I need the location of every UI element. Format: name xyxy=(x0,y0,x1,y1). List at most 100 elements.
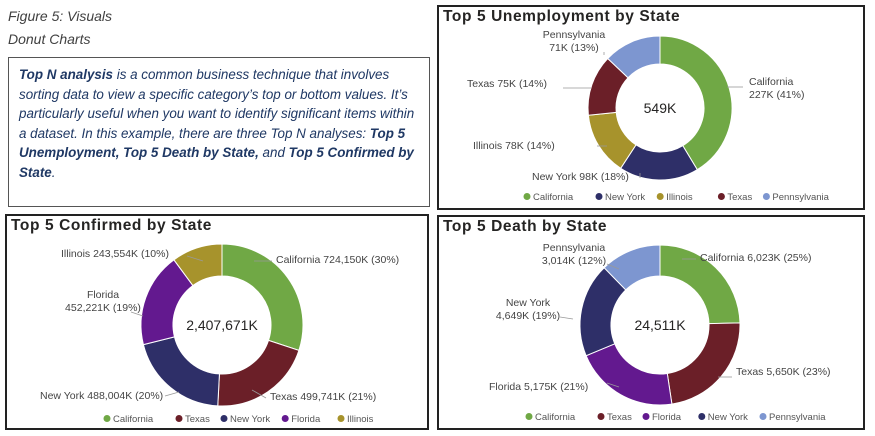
leader-line xyxy=(186,255,204,262)
legend-item-new-york[interactable]: New York xyxy=(698,412,748,423)
legend-label: Texas xyxy=(185,414,210,425)
legend-label: Illinois xyxy=(347,414,374,425)
intro-period: . xyxy=(51,164,56,180)
donut-slice-pennsylvania[interactable] xyxy=(607,35,661,79)
donut-slice-pennsylvania[interactable] xyxy=(603,244,661,291)
data-label-new-york: New York 98K (18%) xyxy=(532,171,629,183)
data-label-pennsylvania: 71K (13%) xyxy=(549,42,599,54)
data-label-pennsylvania: Pennsylvania xyxy=(543,242,606,254)
leader-line xyxy=(606,382,620,388)
leader-line xyxy=(164,391,180,397)
legend-label: Florida xyxy=(291,414,321,425)
legend-marker xyxy=(281,415,289,422)
legend-label: Illinois xyxy=(666,192,693,203)
data-label-texas: Texas 75K (14%) xyxy=(467,78,547,90)
intro-term: Top N analysis xyxy=(19,67,114,82)
legend-item-california[interactable]: California xyxy=(103,414,154,425)
center-total: 549K xyxy=(644,100,677,116)
legend-item-texas[interactable]: Texas xyxy=(717,192,753,203)
data-label-new-york: New York 488,004K (20%) xyxy=(40,390,163,402)
death-donut-chart: California 6,023K (25%) Texas 5,650K (23%… xyxy=(489,242,831,423)
legend-marker xyxy=(717,193,725,200)
intro-body: is a common business technique that invo… xyxy=(19,67,415,141)
legend-label: Florida xyxy=(652,412,682,423)
data-label-california: California 6,023K (25%) xyxy=(700,252,811,264)
leader-line xyxy=(130,311,144,317)
center-total: 24,511K xyxy=(634,317,686,333)
legend-marker xyxy=(759,413,767,420)
figure-caption: Figure 5: Visuals xyxy=(8,8,113,24)
legend-marker xyxy=(337,415,345,422)
legend-marker xyxy=(642,413,650,420)
legend-item-new-york[interactable]: New York xyxy=(220,414,271,425)
donut-slice-florida[interactable] xyxy=(585,343,673,406)
data-label-florida: 452,221K (19%) xyxy=(65,302,141,314)
data-label-new-york: 4,649K (19%) xyxy=(496,310,560,322)
donut-slice-california[interactable] xyxy=(221,243,304,352)
leader-line xyxy=(559,316,574,320)
intro-and: and xyxy=(258,145,289,160)
data-label-california: 227K (41%) xyxy=(749,89,804,101)
legend-item-california[interactable]: California xyxy=(525,412,576,423)
donut-slice-california[interactable] xyxy=(659,35,733,171)
legend-label: Texas xyxy=(727,192,752,203)
data-label-florida: Florida xyxy=(87,289,119,301)
legend-marker xyxy=(597,413,605,420)
data-label-florida: Florida 5,175K (21%) xyxy=(489,381,588,393)
chart-title: Top 5 Unemployment by State xyxy=(443,8,681,25)
legend-item-texas[interactable]: Texas xyxy=(175,414,211,425)
data-label-california: California xyxy=(749,76,794,88)
data-label-new-york: New York xyxy=(506,297,551,309)
legend-item-texas[interactable]: Texas xyxy=(597,412,633,423)
legend-item-new-york[interactable]: New York xyxy=(595,192,646,203)
legend-label: Texas xyxy=(607,412,632,423)
data-label-texas: Texas 499,741K (21%) xyxy=(270,391,376,403)
data-label-illinois: Illinois 78K (14%) xyxy=(473,140,555,152)
legend-label: California xyxy=(535,412,576,423)
legend-marker xyxy=(762,193,770,200)
legend-item-florida[interactable]: Florida xyxy=(281,414,321,425)
legend-label: New York xyxy=(230,414,270,425)
legend-item-pennsylvania[interactable]: Pennsylvania xyxy=(759,412,827,423)
legend-label: California xyxy=(533,192,574,203)
confirmed-chart-panel: Top 5 Confirmed by State California 724,… xyxy=(5,214,429,430)
legend-item-illinois[interactable]: Illinois xyxy=(656,192,693,203)
data-label-illinois: Illinois 243,554K (10%) xyxy=(61,248,169,260)
intro-textbox: Top N analysis is a common business tech… xyxy=(8,57,430,207)
legend-marker xyxy=(595,193,603,200)
legend-label: New York xyxy=(708,412,748,423)
legend-marker xyxy=(175,415,183,422)
figure-subcaption: Donut Charts xyxy=(8,31,91,47)
data-label-california: California 724,150K (30%) xyxy=(276,254,399,266)
intro-analyses: Top 5 Unemployment, Top 5 Death by State… xyxy=(19,125,406,161)
legend-marker xyxy=(220,415,228,422)
legend-marker xyxy=(656,193,664,200)
legend-item-florida[interactable]: Florida xyxy=(642,412,682,423)
leader-line xyxy=(606,263,620,270)
death-chart-panel: Top 5 Death by State California 6,023K (… xyxy=(437,215,865,430)
legend-marker xyxy=(523,193,531,200)
legend-label: New York xyxy=(605,192,645,203)
center-total: 2,407,671K xyxy=(186,317,258,333)
legend-label: Pennsylvania xyxy=(769,412,826,423)
data-label-texas: Texas 5,650K (23%) xyxy=(736,366,831,378)
chart-title: Top 5 Confirmed by State xyxy=(11,217,212,234)
legend-item-california[interactable]: California xyxy=(523,192,574,203)
chart-title: Top 5 Death by State xyxy=(443,218,608,235)
donut-slice-texas[interactable] xyxy=(666,322,741,405)
confirmed-donut-chart: California 724,150K (30%) Texas 499,741K … xyxy=(40,243,399,425)
data-label-pennsylvania: Pennsylvania xyxy=(543,29,606,41)
legend-label: California xyxy=(113,414,154,425)
legend-item-illinois[interactable]: Illinois xyxy=(337,414,374,425)
intro-confirmed: Top 5 Confirmed by State xyxy=(19,145,414,180)
legend-marker xyxy=(698,413,706,420)
unemployment-chart-panel: Top 5 Unemployment by State California 22… xyxy=(437,5,865,210)
leader-line xyxy=(251,389,267,399)
legend-label: Pennsylvania xyxy=(772,192,829,203)
legend-item-pennsylvania[interactable]: Pennsylvania xyxy=(762,192,830,203)
legend-marker xyxy=(103,415,111,422)
donut-slice-illinois[interactable] xyxy=(173,243,223,287)
legend-marker xyxy=(525,413,533,420)
data-label-pennsylvania: 3,014K (12%) xyxy=(542,255,606,267)
